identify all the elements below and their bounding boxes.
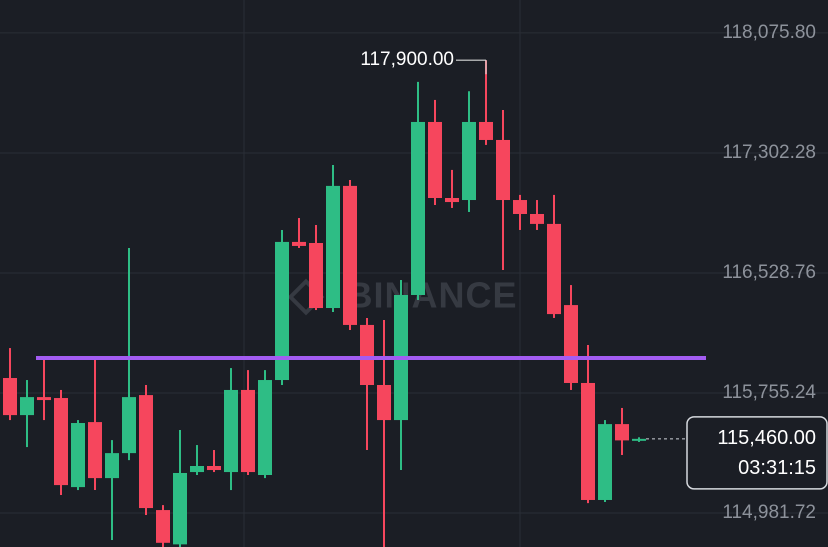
countdown: 03:31:15 — [738, 457, 816, 479]
candle-body — [224, 389, 238, 473]
watermark: BINANCE — [346, 275, 517, 316]
candle-body — [564, 305, 578, 383]
candle-body — [479, 121, 493, 140]
candle-body — [326, 185, 340, 309]
candle-body — [496, 139, 510, 201]
candle-body — [615, 424, 629, 441]
candle-body — [37, 397, 51, 401]
y-tick-label: 115,755.24 — [722, 382, 816, 403]
candle-body — [547, 223, 561, 315]
candle-body — [292, 241, 306, 246]
candle-body — [207, 465, 221, 471]
candle-body — [258, 380, 272, 475]
y-tick-label: 118,075.80 — [722, 22, 816, 43]
candle-body — [377, 384, 391, 421]
candle-body — [88, 422, 102, 479]
y-tick-label: 114,981.72 — [722, 502, 816, 523]
candle-body — [428, 121, 442, 199]
candle-body — [513, 200, 527, 214]
candle-body — [360, 324, 374, 385]
candle-body — [241, 389, 255, 473]
candle-body — [105, 453, 119, 479]
y-tick-label: 116,528.76 — [722, 262, 816, 283]
y-tick-label: 117,302.28 — [722, 142, 816, 163]
candle-body — [139, 395, 153, 509]
price-box — [686, 416, 828, 490]
candle-body — [309, 243, 323, 309]
candle-body — [598, 424, 612, 500]
candle-body — [462, 121, 476, 201]
candle-body — [632, 438, 646, 441]
candle-body — [411, 121, 425, 295]
candle-body — [275, 241, 289, 381]
candle-body — [530, 213, 544, 224]
candle-body — [54, 398, 68, 486]
candle-body — [122, 397, 136, 454]
candle-body — [343, 185, 357, 325]
candle-body — [581, 382, 595, 500]
candle-body — [3, 378, 17, 416]
candle-body — [445, 198, 459, 203]
current-price-label: 115,460.00 — [717, 427, 816, 449]
candle-body — [20, 397, 34, 416]
candle-body — [156, 510, 170, 543]
candle-body — [190, 465, 204, 473]
candle-body — [71, 423, 85, 488]
high-marker-label: 117,900.00 — [360, 49, 454, 70]
candle-body — [173, 472, 187, 545]
